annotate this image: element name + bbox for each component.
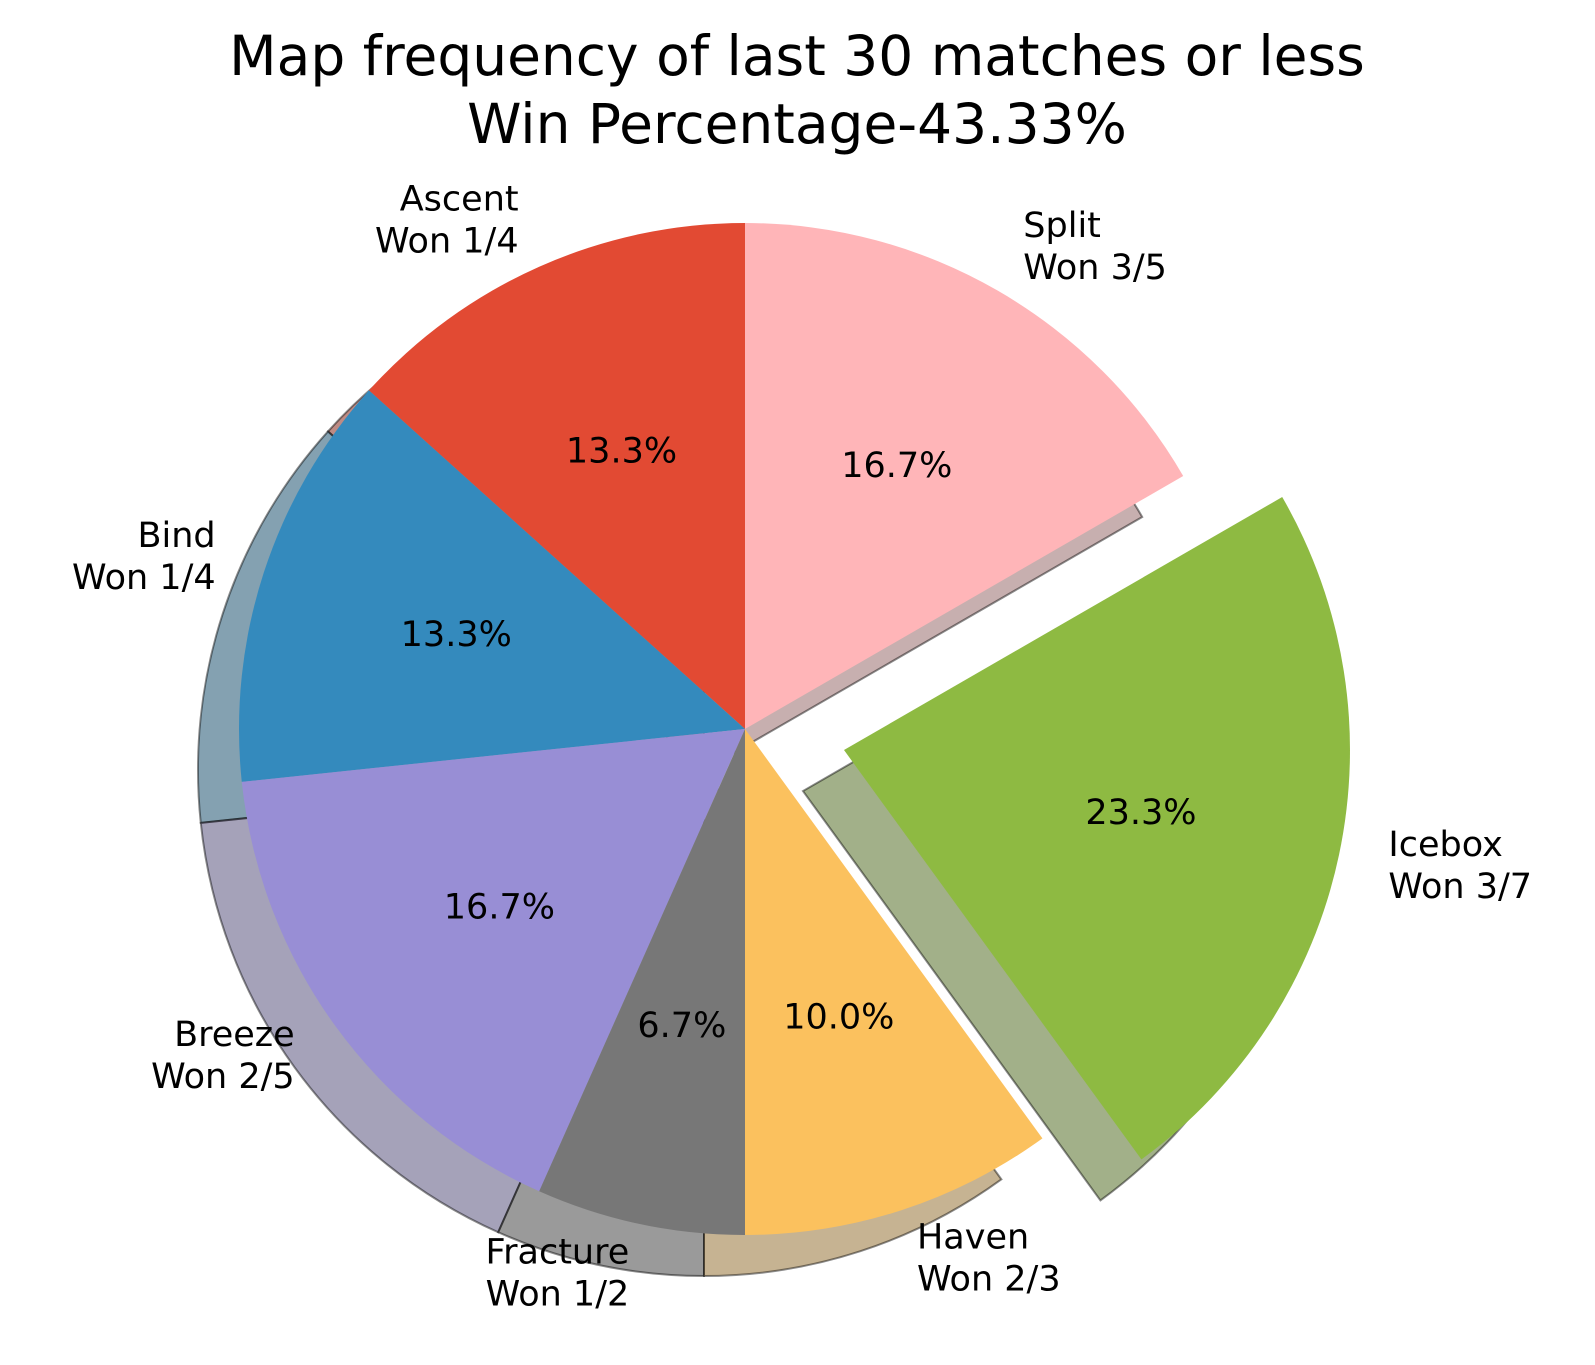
percent-labels: 13.3% 13.3% 16.7% 6.7% 10.0% 23.3% 16.7%	[401, 432, 1197, 1046]
slice-label-icebox-line-1: Icebox	[1388, 825, 1502, 865]
percent-label-ascent: 13.3%	[566, 432, 677, 472]
slice-label-fracture-line-1: Fracture	[486, 1232, 630, 1272]
slice-fracture	[539, 729, 745, 1235]
slice-label-ascent-line-1: Ascent	[400, 180, 519, 220]
percent-label-split: 16.7%	[841, 446, 952, 486]
slice-breeze	[241, 729, 746, 1192]
slice-label-haven-line-2: Won 2/3	[917, 1259, 1061, 1299]
slice-label-breeze-line-2: Won 2/5	[151, 1057, 295, 1097]
slice-label-icebox-line-2: Won 3/7	[1388, 867, 1532, 907]
slice-label-fracture-line-2: Won 1/2	[486, 1274, 630, 1314]
chart-title-line-1: Map frequency of last 30 matches or less	[229, 24, 1365, 88]
slice-haven	[745, 729, 1043, 1235]
slice-bind	[238, 390, 745, 782]
slice-label-split-line-1: Split	[1023, 206, 1101, 246]
slice-split	[745, 223, 1184, 729]
percent-label-haven: 10.0%	[783, 998, 894, 1038]
chart-title: Map frequency of last 30 matches or less…	[229, 24, 1365, 156]
slice-ascent	[368, 223, 745, 729]
slice-label-ascent-line-2: Won 1/4	[375, 222, 519, 262]
slice-label-haven-line-1: Haven	[917, 1217, 1029, 1257]
percent-label-bind: 13.3%	[401, 615, 512, 655]
percent-label-icebox: 23.3%	[1085, 793, 1196, 833]
chart-title-line-2: Win Percentage-43.33%	[467, 92, 1127, 156]
percent-label-fracture: 6.7%	[637, 1006, 726, 1046]
percent-label-breeze: 16.7%	[444, 887, 555, 927]
pie-slices	[238, 223, 1350, 1235]
slice-label-bind-line-1: Bind	[138, 516, 216, 556]
slice-label-split-line-2: Won 3/5	[1023, 248, 1167, 288]
slice-icebox	[843, 497, 1350, 1160]
slice-label-breeze-line-1: Breeze	[174, 1015, 295, 1055]
slice-label-bind-line-2: Won 1/4	[72, 558, 216, 598]
